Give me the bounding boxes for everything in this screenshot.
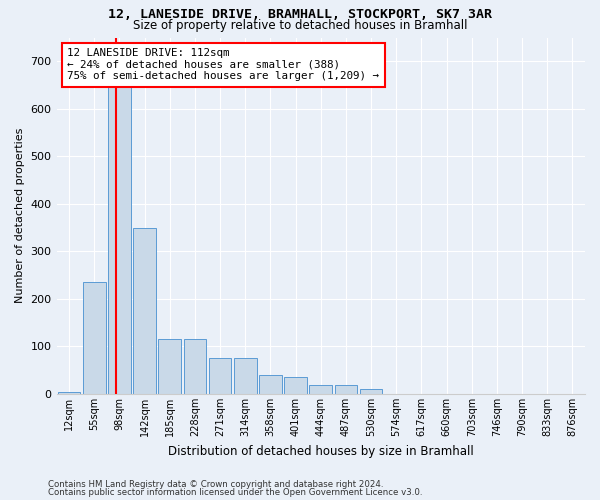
Text: Size of property relative to detached houses in Bramhall: Size of property relative to detached ho… (133, 19, 467, 32)
Text: Contains public sector information licensed under the Open Government Licence v3: Contains public sector information licen… (48, 488, 422, 497)
Bar (83, 282, 106, 394)
Bar (360, 390, 382, 394)
Bar (133, 228, 156, 394)
Text: 12 LANESIDE DRIVE: 112sqm
← 24% of detached houses are smaller (388)
75% of semi: 12 LANESIDE DRIVE: 112sqm ← 24% of detac… (67, 48, 379, 82)
Bar (234, 358, 257, 394)
X-axis label: Distribution of detached houses by size in Bramhall: Distribution of detached houses by size … (168, 444, 473, 458)
Bar (259, 375, 282, 394)
Bar (58, 392, 80, 394)
Bar (158, 340, 181, 394)
Bar (209, 358, 232, 394)
Bar (284, 378, 307, 394)
Y-axis label: Number of detached properties: Number of detached properties (15, 128, 25, 304)
Bar (335, 384, 357, 394)
Bar (184, 340, 206, 394)
Bar (310, 384, 332, 394)
Bar (108, 66, 131, 394)
Text: Contains HM Land Registry data © Crown copyright and database right 2024.: Contains HM Land Registry data © Crown c… (48, 480, 383, 489)
Text: 12, LANESIDE DRIVE, BRAMHALL, STOCKPORT, SK7 3AR: 12, LANESIDE DRIVE, BRAMHALL, STOCKPORT,… (108, 8, 492, 21)
